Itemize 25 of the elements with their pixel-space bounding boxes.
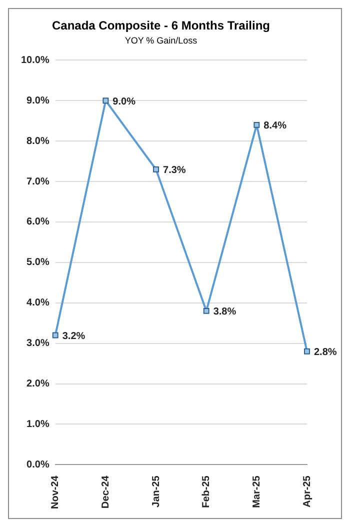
x-tick-label: Dec-24 [100,475,112,508]
y-tick-label: 2.0% [26,378,50,390]
data-label: 3.2% [62,330,86,342]
data-label: 8.4% [264,120,287,132]
y-tick-label: 6.0% [26,216,50,228]
data-label: 9.0% [112,96,136,108]
x-tick-label: Apr-25 [302,475,313,508]
chart-title: Canada Composite - 6 Months Trailing [52,18,270,33]
x-tick-label: Nov-24 [50,475,62,510]
x-tick-label: Jan-25 [150,475,162,508]
data-label: 3.8% [213,306,236,318]
y-tick-label: 1.0% [26,418,50,430]
y-tick-label: 0.0% [26,459,50,470]
y-tick-label: 10.0% [20,54,50,66]
data-label: 7.3% [163,165,186,176]
y-tick-label: 7.0% [26,176,50,188]
y-tick-label: 3.0% [26,338,50,350]
x-tick-label: Feb-25 [201,475,212,508]
y-tick-label: 5.0% [26,257,50,268]
data-label: 2.8% [314,347,337,358]
y-tick-label: 4.0% [26,298,50,309]
chart-subtitle: YOY % Gain/Loss [124,35,198,46]
y-tick-label: 8.0% [26,136,50,147]
x-tick-label: Mar-25 [251,475,262,508]
y-tick-label: 9.0% [26,95,50,106]
